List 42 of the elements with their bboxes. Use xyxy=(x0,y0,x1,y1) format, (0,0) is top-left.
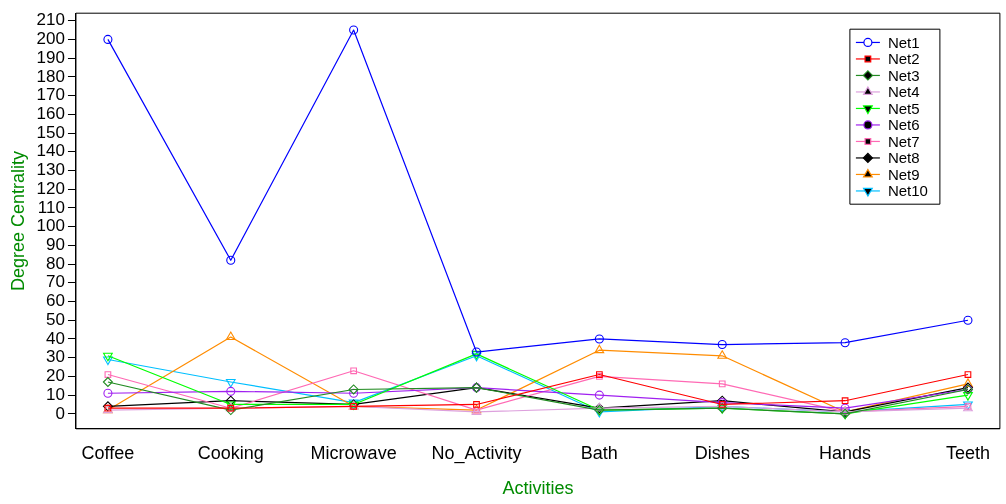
y-tick-label: 60 xyxy=(46,291,65,311)
x-tick-label: No_Activity xyxy=(431,442,522,464)
x-tick-label: Dishes xyxy=(694,442,750,463)
y-tick-label: 40 xyxy=(46,328,65,348)
y-tick-label: 120 xyxy=(36,178,65,198)
y-tick-label: 160 xyxy=(36,103,65,123)
x-tick-label: Teeth xyxy=(945,442,990,463)
legend-label: Net10 xyxy=(887,182,928,200)
y-tick-label: 100 xyxy=(36,216,65,236)
legend-label: Net6 xyxy=(887,116,920,134)
x-tick-label: Hands xyxy=(819,442,872,463)
y-tick-label: 50 xyxy=(46,309,65,329)
y-tick-label: 170 xyxy=(36,85,65,105)
y-tick-label: 190 xyxy=(36,47,65,67)
legend-label: Net4 xyxy=(887,83,920,101)
y-tick-label: 90 xyxy=(46,235,65,255)
y-tick-label: 180 xyxy=(36,66,65,86)
y-tick-label: 130 xyxy=(36,160,65,180)
legend-label: Net9 xyxy=(887,165,920,183)
x-tick-label: Coffee xyxy=(81,442,135,463)
y-tick-label: 140 xyxy=(36,141,65,161)
y-tick-label: 10 xyxy=(46,384,65,404)
y-tick-label: 0 xyxy=(55,403,65,423)
y-tick-label: 200 xyxy=(36,29,65,49)
y-tick-label: 210 xyxy=(36,10,65,30)
legend-label: Net3 xyxy=(887,66,920,84)
y-tick-label: 80 xyxy=(46,253,65,273)
y-tick-label: 110 xyxy=(37,197,65,217)
legend-label: Net7 xyxy=(887,132,920,150)
legend-label: Net2 xyxy=(887,50,920,68)
y-tick-label: 20 xyxy=(46,366,65,386)
x-tick-label: Cooking xyxy=(197,442,264,463)
y-tick-label: 70 xyxy=(46,272,65,292)
y-axis-title: Degree Centrality xyxy=(7,150,28,292)
y-tick-label: 150 xyxy=(36,122,65,142)
x-axis-title: Activities xyxy=(502,478,574,499)
x-tick-label: Bath xyxy=(580,442,618,463)
legend-label: Net5 xyxy=(887,99,920,117)
legend-label: Net1 xyxy=(887,33,920,51)
x-tick-label: Microwave xyxy=(310,442,397,463)
y-tick-label: 30 xyxy=(46,347,65,367)
legend-label: Net8 xyxy=(887,149,920,167)
